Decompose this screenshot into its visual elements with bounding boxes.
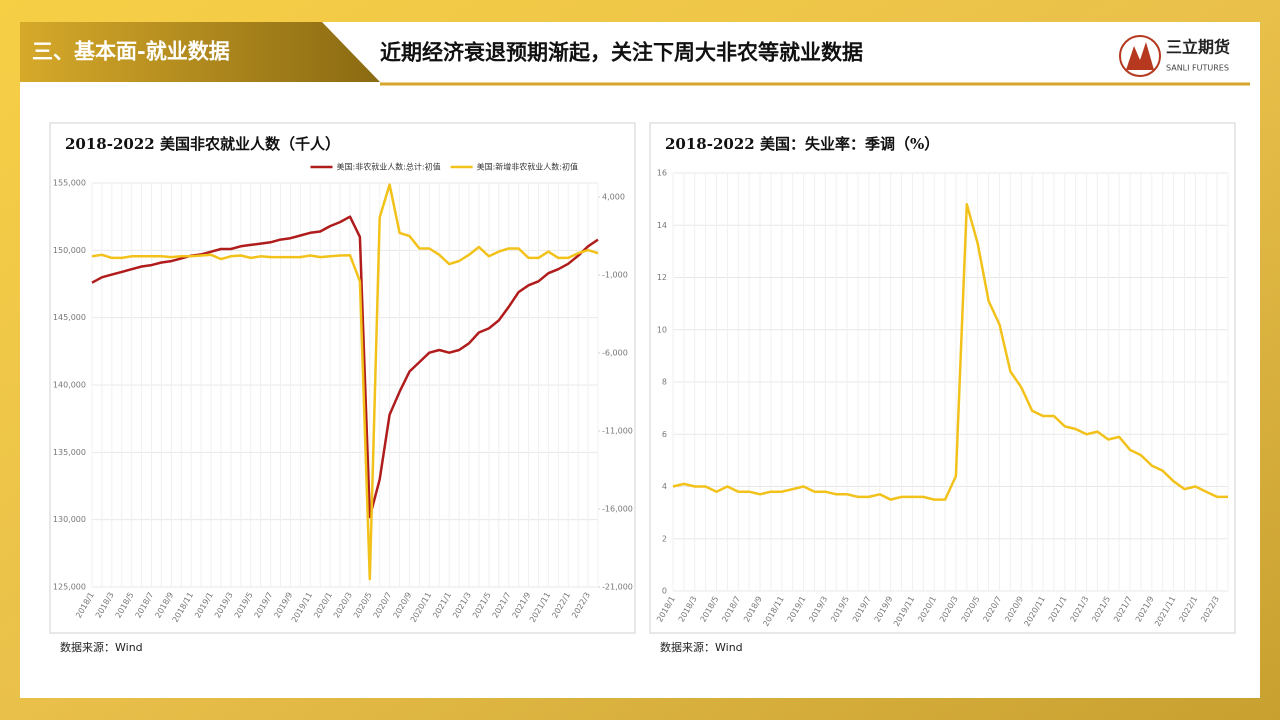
- y-tick-label: 125,000: [53, 583, 86, 592]
- legend-label: 美国:非农就业人数:总计:初值: [337, 162, 441, 172]
- chart-frame: [649, 122, 1236, 634]
- logo-mark: [1126, 42, 1154, 70]
- y2-tick-label: -1,000: [602, 271, 628, 280]
- logo-name: 三立期货: [1166, 38, 1230, 57]
- source-note: 数据来源：Wind: [60, 640, 143, 654]
- y-tick-label: 16: [657, 169, 667, 178]
- y2-tick-label: -6,000: [602, 349, 628, 358]
- slide-title: 近期经济衰退预期渐起，关注下周大非农等就业数据: [380, 40, 863, 65]
- chart-title: 2018-2022 美国非农就业人数（千人）: [65, 135, 340, 153]
- logo-ring: [1119, 35, 1161, 77]
- series-line: [91, 183, 599, 581]
- y-tick-label: 6: [662, 430, 667, 439]
- y2-tick-label: -11,000: [602, 427, 633, 436]
- y-tick-label: 8: [662, 378, 667, 387]
- y-tick-label: 145,000: [53, 313, 86, 322]
- y-tick-label: 150,000: [53, 246, 86, 255]
- y-tick-label: 10: [657, 325, 667, 334]
- y-tick-label: 130,000: [53, 515, 86, 524]
- y2-tick-label: -21,000: [602, 583, 633, 592]
- y-tick-label: 135,000: [53, 448, 86, 457]
- series-line: [672, 203, 1228, 501]
- legend-label: 美国:新增非农就业人数:初值: [477, 162, 578, 172]
- section-title: 三、基本面-就业数据: [32, 39, 230, 64]
- y2-tick-label: -16,000: [602, 505, 633, 514]
- y2-tick-label: 4,000: [602, 193, 625, 202]
- chart-frame: [49, 122, 636, 634]
- y-tick-label: 4: [662, 482, 667, 491]
- y-tick-label: 140,000: [53, 381, 86, 390]
- y-tick-label: 2: [662, 534, 667, 543]
- logo-english: SANLI FUTURES: [1166, 64, 1229, 73]
- y-tick-label: 0: [662, 587, 667, 596]
- section-band: [20, 22, 380, 82]
- chart-title: 2018-2022 美国：失业率：季调（%）: [665, 135, 939, 153]
- y-tick-label: 14: [657, 221, 667, 230]
- y-tick-label: 155,000: [53, 179, 86, 188]
- series-line: [91, 215, 599, 519]
- y-tick-label: 12: [657, 273, 667, 282]
- source-note: 数据来源：Wind: [660, 640, 743, 654]
